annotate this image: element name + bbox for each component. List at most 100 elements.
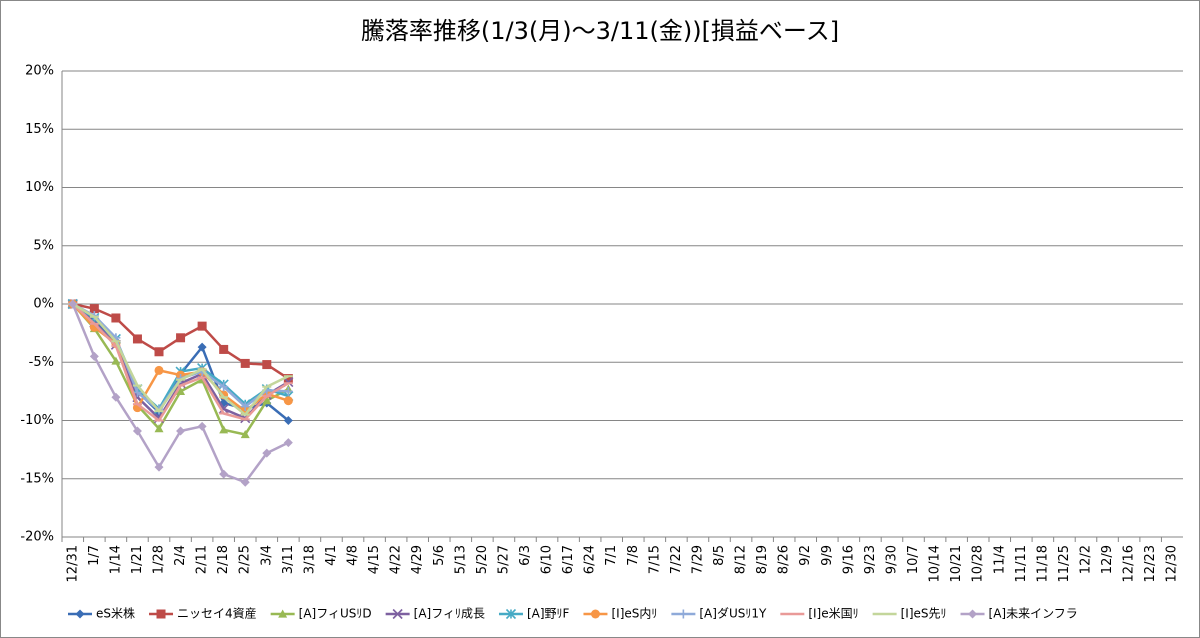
- marker: [132, 334, 142, 344]
- marker: [197, 421, 207, 431]
- legend-label: [I]eS内ﾘ: [611, 607, 657, 621]
- x-tick-label: 10/21: [949, 545, 964, 582]
- x-tick-label: 5/13: [453, 545, 468, 574]
- marker: [278, 609, 288, 618]
- marker: [111, 356, 121, 365]
- marker: [283, 416, 293, 425]
- marker: [219, 382, 229, 392]
- x-tick-label: 10/14: [928, 545, 943, 582]
- x-tick-label: 11/4: [992, 545, 1007, 574]
- x-tick-label: 2/4: [173, 545, 188, 566]
- x-tick-label: 3/11: [281, 545, 296, 574]
- marker: [132, 426, 142, 436]
- x-tick-label: 6/24: [583, 545, 598, 574]
- x-tick-label: 6/3: [518, 545, 533, 566]
- y-tick-label: -15%: [20, 471, 54, 486]
- marker: [68, 299, 78, 309]
- marker: [240, 402, 250, 412]
- legend-label: ニッセイ4資産: [177, 606, 257, 621]
- marker: [219, 425, 229, 434]
- x-tick-label: 12/2: [1078, 545, 1093, 574]
- x-tick-label: 4/15: [367, 545, 382, 574]
- y-tick-label: 20%: [25, 64, 54, 79]
- marker: [197, 321, 207, 331]
- x-tick-label: 4/29: [410, 545, 425, 574]
- x-tick-label: 2/11: [195, 545, 210, 574]
- marker: [590, 609, 600, 619]
- marker: [968, 609, 978, 619]
- x-tick-label: 11/18: [1035, 545, 1050, 582]
- x-tick-label: 8/5: [712, 545, 727, 566]
- x-tick-label: 11/11: [1014, 545, 1029, 582]
- x-tick-label: 7/15: [647, 545, 662, 574]
- x-tick-label: 7/29: [690, 545, 705, 574]
- y-tick-label: -20%: [20, 530, 54, 545]
- marker: [240, 358, 250, 368]
- x-tick-label: 12/16: [1122, 545, 1137, 582]
- x-tick-label: 4/1: [324, 545, 339, 566]
- y-tick-label: 15%: [25, 122, 54, 137]
- y-tick-label: 0%: [33, 297, 54, 312]
- x-tick-label: 8/19: [755, 545, 770, 574]
- legend-label: [A]フィﾘ成長: [414, 607, 485, 621]
- x-tick-label: 6/10: [540, 545, 555, 574]
- series: [68, 299, 293, 487]
- marker: [392, 608, 403, 620]
- x-tick-label: 1/21: [130, 545, 145, 574]
- x-tick-label: 12/9: [1100, 545, 1115, 574]
- x-tick-label: 2/18: [216, 545, 231, 574]
- marker: [154, 347, 164, 357]
- x-tick-label: 10/7: [906, 545, 921, 574]
- marker: [89, 351, 99, 361]
- marker: [176, 426, 186, 436]
- x-tick-label: 9/16: [841, 545, 856, 574]
- marker: [283, 438, 293, 448]
- marker: [111, 313, 121, 323]
- x-tick-label: 1/14: [108, 545, 123, 574]
- marker: [154, 462, 164, 472]
- x-tick-label: 8/12: [734, 545, 749, 574]
- marker: [262, 396, 272, 405]
- x-tick-label: 7/1: [604, 545, 619, 566]
- marker: [240, 429, 250, 439]
- x-tick-label: 10/28: [971, 545, 986, 582]
- marker: [176, 386, 186, 395]
- legend-label: [A]野ﾘF: [527, 607, 570, 621]
- x-tick-label: 4/22: [389, 545, 404, 574]
- marker: [262, 448, 272, 458]
- marker: [218, 403, 229, 414]
- marker: [111, 392, 121, 402]
- x-tick-label: 9/2: [798, 545, 813, 566]
- y-tick-label: -5%: [29, 355, 54, 370]
- marker: [154, 365, 164, 375]
- marker: [678, 609, 688, 619]
- y-tick-label: -10%: [20, 413, 54, 428]
- x-tick-label: 3/4: [259, 545, 274, 566]
- y-tick-label: 5%: [33, 238, 54, 253]
- x-tick-label: 7/22: [669, 545, 684, 574]
- chart-title: 騰落率推移(1/3(月)～3/11(金))[損益ベース]: [361, 17, 839, 45]
- legend-label: [I]e米国ﾘ: [808, 607, 858, 621]
- marker: [156, 609, 166, 619]
- x-tick-label: 5/20: [475, 545, 490, 574]
- x-tick-label: 11/25: [1057, 545, 1072, 582]
- marker: [219, 469, 229, 479]
- x-tick-label: 6/17: [561, 545, 576, 574]
- marker: [219, 344, 229, 354]
- x-tick-label: 1/28: [152, 545, 167, 574]
- series: [68, 302, 293, 416]
- marker: [176, 333, 186, 343]
- x-tick-label: 8/26: [777, 545, 792, 574]
- marker: [75, 609, 85, 619]
- legend-label: [A]フィUSﾘD: [299, 607, 372, 621]
- x-tick-label: 1/7: [87, 545, 102, 566]
- legend-label: [A]ダUSﾘ1Y: [699, 606, 767, 621]
- x-tick-label: 4/8: [346, 545, 361, 566]
- marker: [262, 360, 272, 370]
- marker: [283, 374, 293, 384]
- x-tick-label: 2/25: [238, 545, 253, 574]
- x-tick-label: 9/23: [863, 545, 878, 574]
- x-tick-label: 5/27: [496, 545, 511, 574]
- marker: [283, 396, 293, 406]
